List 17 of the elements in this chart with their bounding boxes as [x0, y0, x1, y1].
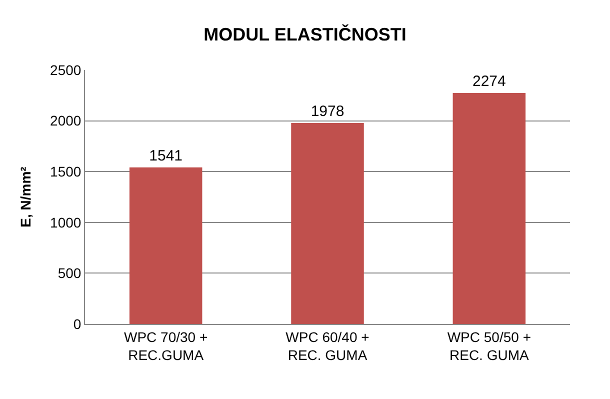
bar — [452, 92, 526, 324]
y-tick-label: 0 — [73, 316, 82, 332]
y-tick-label: 1000 — [50, 214, 82, 230]
x-tick-label: WPC 70/30 + REC.GUMA — [124, 328, 208, 363]
data-label: 1978 — [310, 103, 344, 120]
y-axis-title: E, N/mm² — [18, 166, 34, 228]
data-label: 2274 — [472, 72, 506, 90]
bar — [291, 123, 364, 324]
y-tick-label: 2500 — [50, 62, 82, 78]
bar — [129, 167, 202, 324]
y-tick-label: 500 — [58, 265, 82, 282]
chart-title: MODUL ELASTIČNOSTI — [204, 24, 406, 45]
y-tick-label: 1500 — [50, 164, 82, 180]
data-label: 1541 — [149, 147, 183, 164]
x-tick-label: WPC 50/50 + REC. GUMA — [447, 328, 531, 363]
x-tick-label: WPC 60/40 + REC. GUMA — [286, 328, 370, 363]
y-tick-label: 2000 — [50, 112, 82, 129]
